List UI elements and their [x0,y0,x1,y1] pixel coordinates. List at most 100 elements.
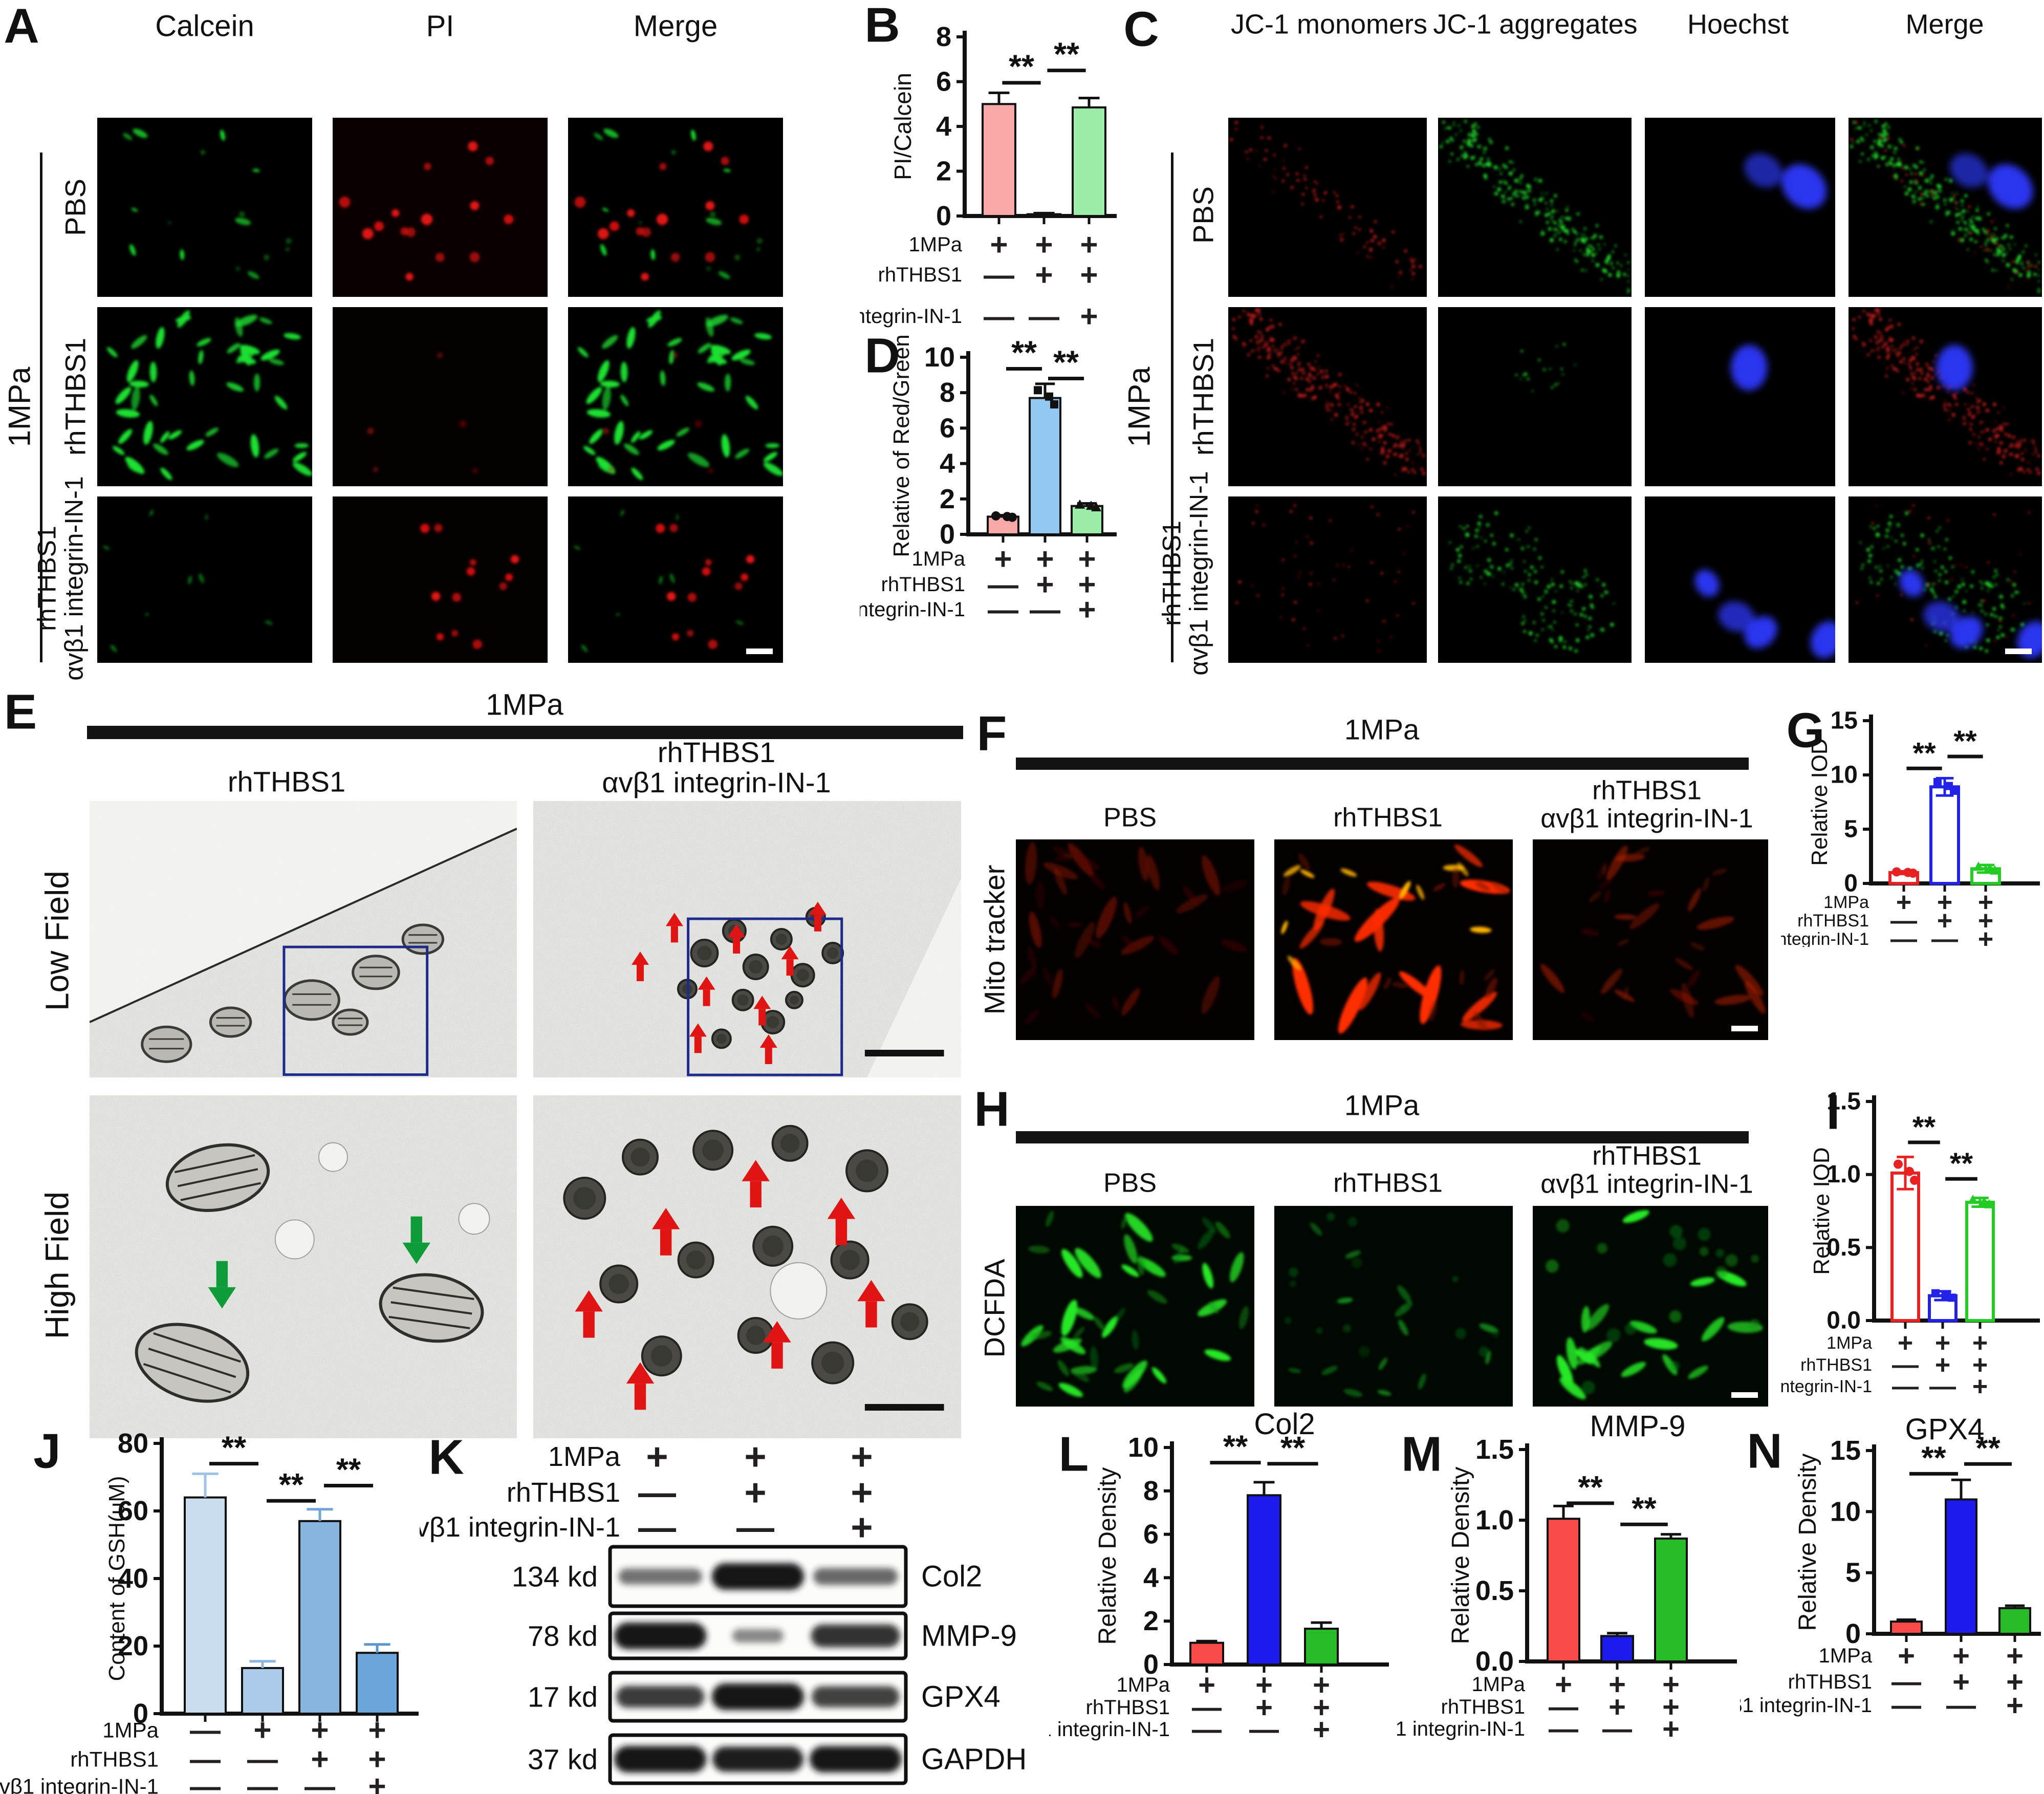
fluor-layer [1282,853,1509,1031]
micrograph-a33 [568,496,783,663]
sig-stars: ** [1011,334,1037,371]
condition-symbol: — [1602,1713,1632,1746]
condition-label: 1MPa [909,233,963,256]
sig-stars: ** [1223,1430,1248,1465]
condition-symbol: + [1608,1668,1626,1701]
y-axis-label: Relative IOD [1809,1147,1834,1274]
fluor-layer [1515,343,1576,392]
condition-label: rhTHBS1 [878,264,963,286]
western-blot-panel: 1MPa + + + rhTHBS1— + + αvβ1 integrin-IN-1— — +13… [420,1428,1136,1794]
condition-symbol: — [190,1742,221,1777]
bar [1027,213,1061,217]
scale-bar [864,1050,944,1056]
condition-label: rhTHBS1 [507,1477,620,1508]
panel-letter-N: N [1747,1423,1782,1479]
y-tick-label: 20 [118,1631,148,1661]
fluor-layer [656,524,755,650]
group-bar [1016,758,1749,770]
col-header: rhTHBS1 [227,765,346,798]
fluor-layer [339,141,514,281]
condition-symbol: + [368,1742,386,1777]
y-tick-label: 4 [936,111,951,142]
blot-band [810,1746,902,1773]
red-arrow-icon [742,1160,770,1207]
blot-band [712,1746,803,1772]
fluor-layer [1281,862,1492,970]
condition-label: αvβ1 integrin-IN-1 [1397,1718,1525,1740]
micrograph-f1 [1016,839,1254,1040]
blot-band [813,1568,898,1585]
condition-label: rhTHBS1 [881,573,966,596]
bar [1945,1498,1977,1635]
condition-symbol: + [1896,888,1911,917]
sig-stars: ** [222,1431,247,1466]
scale-bar [746,649,773,654]
group-bracket-line [1171,153,1173,662]
row-label: rhTHBS1 αvβ1 integrin-IN-1 [1157,471,1213,676]
bar [1247,1494,1281,1666]
blot-band [712,1563,804,1590]
y-tick-label: 2 [936,156,951,187]
y-tick-label: 5 [1844,816,1858,843]
condition-symbol: + [1035,258,1053,292]
red-arrow-icon [689,1023,707,1053]
fluor-layer [1232,308,1426,475]
y-tick-label: 1.5 [1826,1088,1861,1115]
condition-symbol: + [1972,1350,1988,1380]
fluor-layer [1950,153,2033,209]
red-arrow-icon [575,1290,603,1338]
condition-symbol: — [638,1506,676,1549]
y-axis-label: Relative IOD [1807,738,1832,866]
tem-image-e_low_thbs1 [90,801,517,1077]
bar [1029,397,1061,536]
row-label: Mito tracker [978,864,1011,1015]
condition-symbol: + [1972,1328,1988,1358]
chart-title: MMP-9 [1590,1410,1686,1443]
condition-symbol: — [1029,299,1059,334]
blot-band [712,1683,804,1710]
condition-symbol: — [190,1713,221,1747]
micrograph-c23 [1645,307,1835,486]
condition-symbol: + [1313,1691,1330,1724]
y-axis-label: Relative Density [1447,1467,1474,1645]
protein-label: GAPDH [921,1743,1027,1776]
y-tick-label: 0 [1844,870,1858,897]
tem-image-e_low_in1 [533,801,961,1077]
y-axis-label: Relative Density [1794,1454,1821,1631]
row-label: Low Field [38,871,76,1011]
red-arrow-icon [753,996,771,1026]
condition-symbol: — [1890,924,1917,947]
y-tick-label: 8 [940,377,955,408]
bar [1072,106,1106,217]
sig-stars: ** [1053,344,1079,381]
fluor-layer [1449,511,1615,653]
col-header: JC-1 monomers [1230,9,1428,40]
col-header: PBS [1103,1168,1157,1198]
y-tick-label: 4 [940,448,955,479]
condition-label: αvβ1 integrin-IN-1 [1049,1718,1170,1741]
condition-symbol: + [994,542,1012,576]
condition-symbol: + [646,1436,668,1478]
sig-stars: ** [1632,1491,1657,1526]
mw-label: 37 kd [528,1743,598,1776]
bar [241,1667,284,1715]
scale-bar [1731,1026,1758,1031]
fluor-layer [1284,1212,1499,1357]
condition-symbol: + [1078,542,1096,576]
condition-symbol: + [2006,1689,2024,1722]
micrograph-c32 [1438,496,1632,663]
group-label: 1MPa [2,366,37,447]
fluor-layer [1850,119,2040,293]
fluor-layer [106,310,312,480]
y-tick-label: 10 [1128,1432,1159,1463]
bar [1890,1620,1923,1635]
fluor-layer [573,509,744,652]
condition-symbol: — [1892,1350,1919,1380]
y-tick-label: 0 [1845,1618,1861,1649]
micrograph-a23 [568,307,783,486]
tem-image-e_high_thbs1 [90,1095,517,1438]
condition-symbol: + [1608,1691,1626,1724]
panel-letter-M: M [1401,1426,1442,1482]
bar [1547,1518,1580,1663]
fluor-layer [577,310,783,480]
